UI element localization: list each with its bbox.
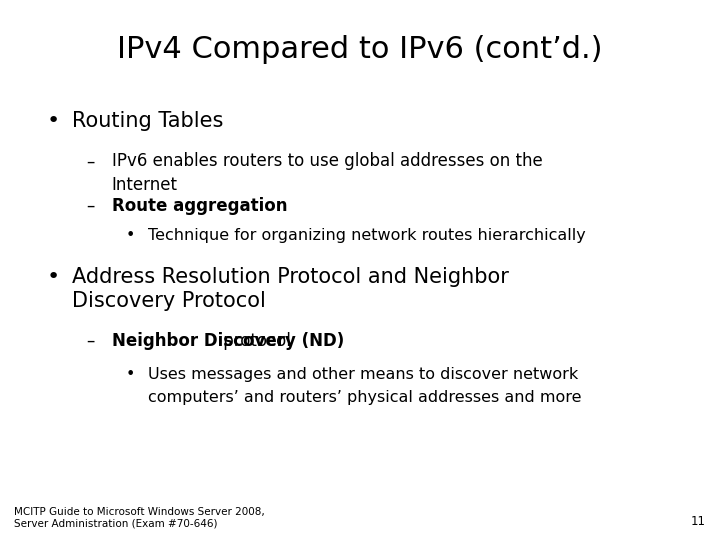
Text: IPv6 enables routers to use global addresses on the: IPv6 enables routers to use global addre… xyxy=(112,152,542,170)
Text: –: – xyxy=(86,152,95,170)
Text: protocol: protocol xyxy=(218,332,291,350)
Text: Routing Tables: Routing Tables xyxy=(72,111,223,131)
Text: IPv4 Compared to IPv6 (cont’d.): IPv4 Compared to IPv6 (cont’d.) xyxy=(117,35,603,64)
Text: MCITP Guide to Microsoft Windows Server 2008,
Server Administration (Exam #70-64: MCITP Guide to Microsoft Windows Server … xyxy=(14,507,265,528)
Text: •: • xyxy=(47,111,60,131)
Text: Route aggregation: Route aggregation xyxy=(112,197,287,215)
Text: Discovery Protocol: Discovery Protocol xyxy=(72,291,266,310)
Text: •: • xyxy=(126,367,135,382)
Text: •: • xyxy=(47,267,60,287)
Text: –: – xyxy=(86,332,95,350)
Text: 11: 11 xyxy=(690,515,706,528)
Text: computers’ and routers’ physical addresses and more: computers’ and routers’ physical address… xyxy=(148,390,581,405)
Text: Neighbor Discovery (ND): Neighbor Discovery (ND) xyxy=(112,332,344,350)
Text: Internet: Internet xyxy=(112,176,178,193)
Text: •: • xyxy=(126,228,135,243)
Text: Uses messages and other means to discover network: Uses messages and other means to discove… xyxy=(148,367,578,382)
Text: Technique for organizing network routes hierarchically: Technique for organizing network routes … xyxy=(148,228,585,243)
Text: Address Resolution Protocol and Neighbor: Address Resolution Protocol and Neighbor xyxy=(72,267,509,287)
Text: –: – xyxy=(86,197,95,215)
